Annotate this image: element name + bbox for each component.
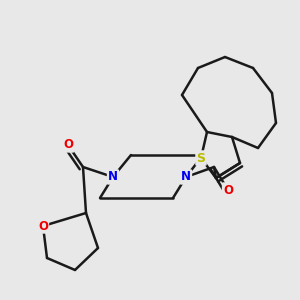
Text: O: O: [223, 184, 233, 196]
Text: O: O: [63, 139, 73, 152]
Text: N: N: [181, 170, 191, 184]
Text: N: N: [108, 170, 118, 184]
Text: S: S: [196, 152, 206, 164]
Text: O: O: [38, 220, 48, 232]
